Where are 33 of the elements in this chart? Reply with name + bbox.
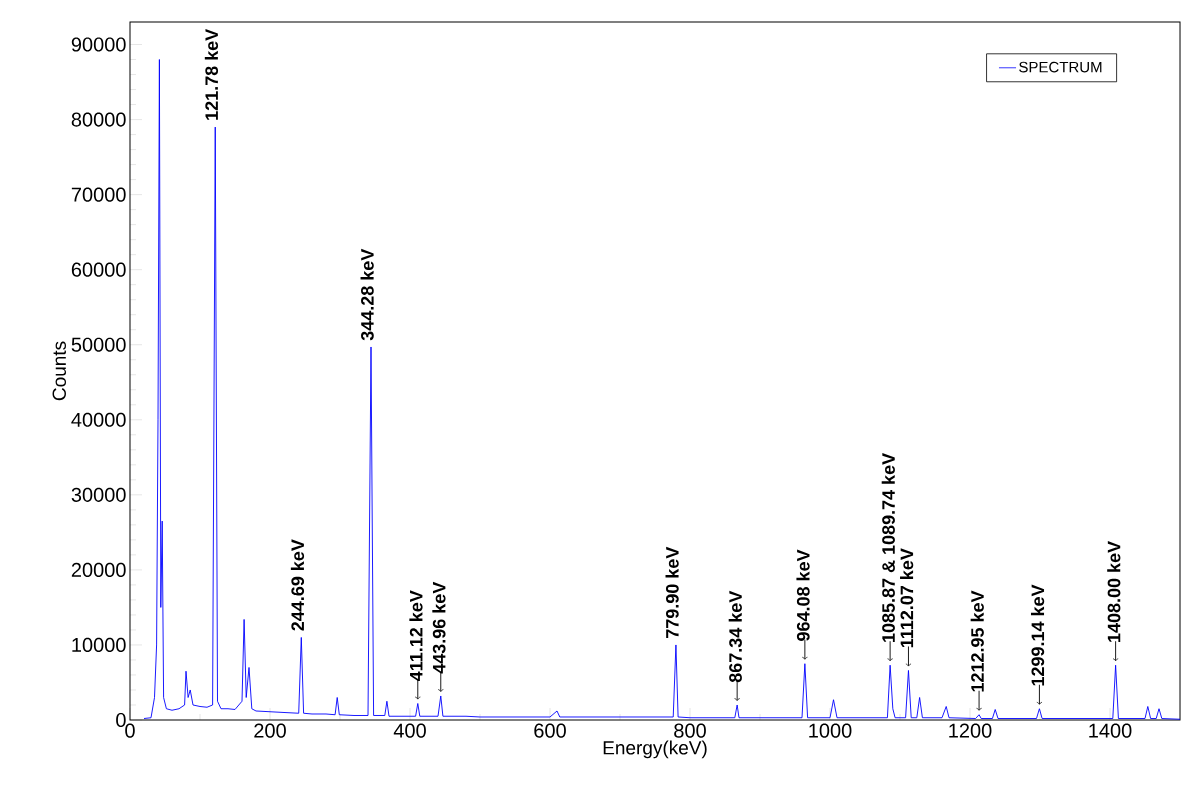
y-tick-label: 60000 — [71, 262, 126, 277]
annotation: 779.90 keV — [665, 546, 679, 638]
y-axis-title: Counts — [52, 341, 66, 401]
y-tick-label: 30000 — [71, 487, 126, 502]
x-axis-title: Energy(keV) — [603, 740, 707, 759]
y-tick-label: 50000 — [71, 337, 126, 352]
annotation: 121.78 keV — [204, 28, 219, 120]
y-tick-label: 40000 — [71, 412, 126, 427]
annotation: 1408.00 keV — [1107, 541, 1121, 642]
x-tick-label: 1000 — [809, 723, 852, 738]
legend-label: SPECTRUM — [1019, 61, 1102, 73]
y-tick-label: 20000 — [71, 562, 126, 577]
annotation: 1212.95 keV — [970, 590, 984, 692]
x-tick-label: 1400 — [1089, 723, 1132, 738]
x-tick-label: 1200 — [949, 723, 992, 738]
annotation: 1112.07 keV — [900, 548, 914, 648]
annotation: 411.12 keV — [409, 590, 423, 682]
y-tick-label: 70000 — [71, 187, 126, 202]
x-tick-label: 600 — [534, 723, 566, 738]
annotation: 964.08 keV — [796, 549, 810, 641]
annotation: 1085.87 & 1089.74 keV — [881, 453, 895, 642]
y-tick-label: 0 — [116, 712, 126, 728]
annotation: 443.96 keV — [432, 581, 446, 674]
x-tick-label: 800 — [674, 723, 706, 738]
y-tick-label: 90000 — [71, 37, 126, 52]
annotation: 1299.14 keV — [1030, 584, 1045, 686]
annotation: 344.28 keV — [360, 248, 374, 341]
annotation: 244.69 keV — [290, 539, 305, 631]
y-tick-label: 10000 — [72, 637, 126, 653]
annotation: 867.34 keV — [728, 590, 742, 683]
x-tick-label: 200 — [254, 723, 286, 738]
y-tick-label: 80000 — [71, 112, 126, 127]
x-tick-label: 400 — [393, 723, 426, 738]
